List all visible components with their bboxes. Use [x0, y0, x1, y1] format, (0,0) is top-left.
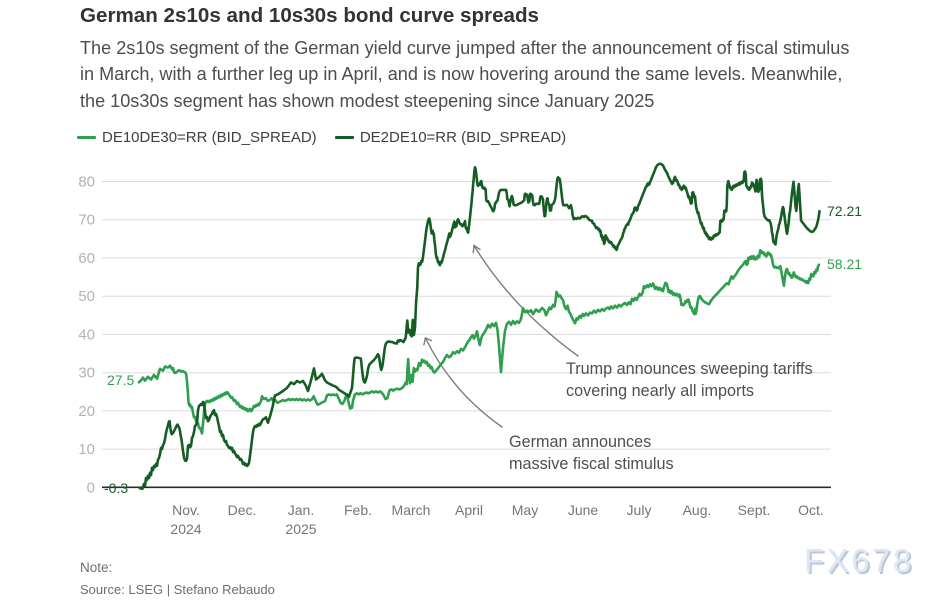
svg-text:60: 60 [78, 250, 95, 267]
svg-text:Trump announces sweeping tarif: Trump announces sweeping tariffs [566, 360, 813, 378]
svg-text:20: 20 [78, 403, 95, 420]
svg-text:massive fiscal stimulus: massive fiscal stimulus [509, 455, 674, 473]
svg-text:Sept.: Sept. [738, 502, 771, 518]
svg-text:Feb.: Feb. [344, 502, 372, 518]
svg-text:Jan.: Jan. [288, 502, 314, 518]
svg-text:70: 70 [78, 212, 95, 229]
svg-text:covering nearly all imports: covering nearly all imports [566, 382, 754, 400]
svg-text:58.21: 58.21 [827, 256, 862, 272]
svg-text:0: 0 [87, 479, 95, 496]
svg-text:Dec.: Dec. [228, 502, 257, 518]
svg-text:40: 40 [78, 326, 95, 343]
svg-text:March: March [392, 502, 431, 518]
svg-text:27.5: 27.5 [107, 372, 134, 388]
svg-text:-0.3: -0.3 [104, 480, 128, 496]
svg-text:2025: 2025 [285, 521, 316, 537]
svg-text:30: 30 [78, 365, 95, 382]
svg-text:Oct.: Oct. [798, 502, 824, 518]
svg-text:July: July [627, 502, 652, 518]
svg-text:50: 50 [78, 288, 95, 305]
svg-text:May: May [512, 502, 538, 518]
svg-text:Aug.: Aug. [683, 502, 712, 518]
svg-text:80: 80 [78, 174, 95, 191]
svg-text:June: June [568, 502, 599, 518]
svg-text:German announces: German announces [509, 433, 651, 451]
svg-text:10: 10 [78, 441, 95, 458]
svg-text:April: April [455, 502, 483, 518]
svg-text:72.21: 72.21 [827, 203, 862, 219]
svg-text:2024: 2024 [170, 521, 201, 537]
svg-text:Nov.: Nov. [172, 502, 200, 518]
